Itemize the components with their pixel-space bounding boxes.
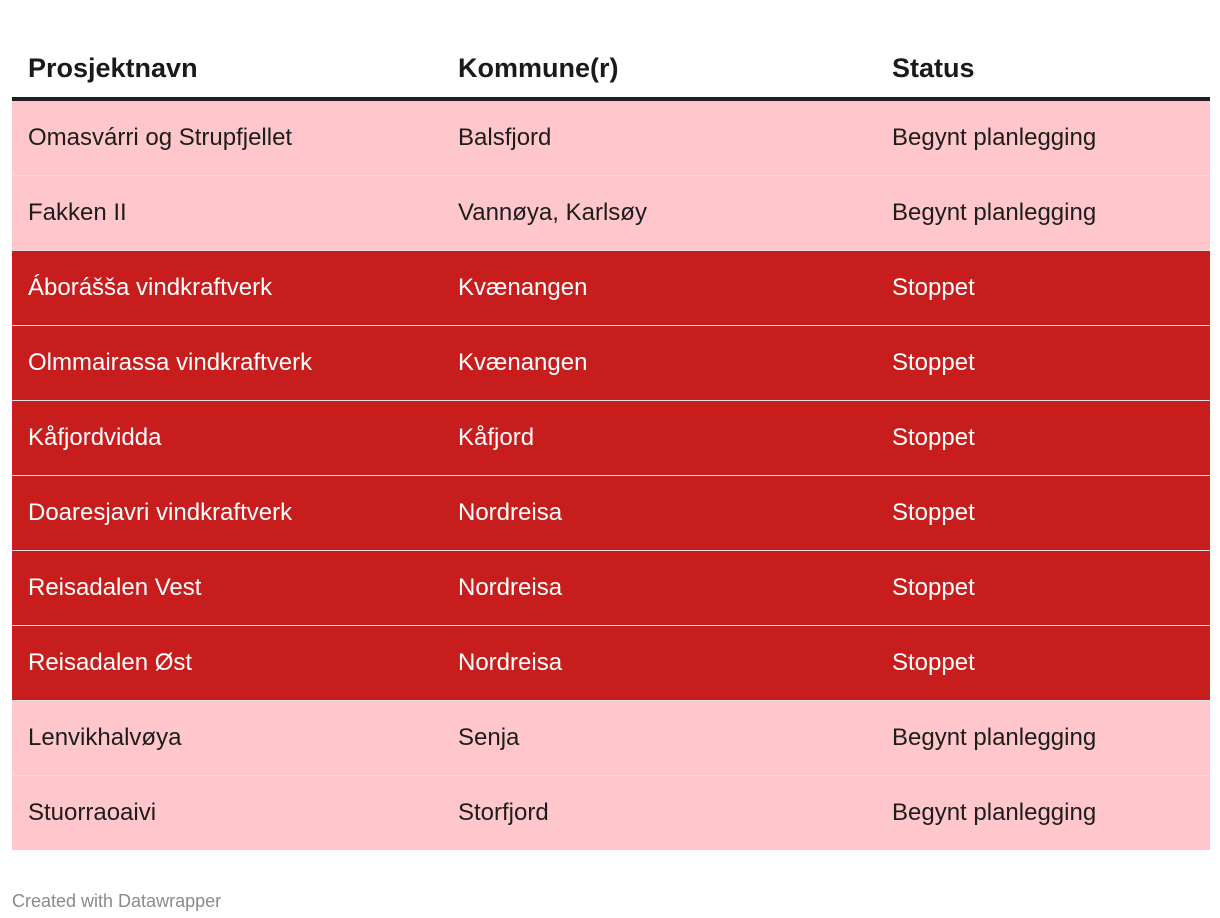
cell-status: Stoppet [876,475,1210,551]
column-header-prosjektnavn: Prosjektnavn [12,40,442,101]
cell-status: Begynt planlegging [876,175,1210,251]
table-row: Omasvárri og Strupfjellet Balsfjord Begynt… [12,99,1210,176]
table-row: Doaresjavri vindkraftverk Nordreisa Stoppe… [12,475,1210,551]
table-row: Reisadalen Vest Nordreisa Stoppet [12,550,1210,626]
table-row: Reisadalen Øst Nordreisa Stoppet [12,625,1210,701]
table-row: Fakken II Vannøya, Karlsøy Begynt planlegg… [12,175,1210,251]
cell-status: Stoppet [876,250,1210,326]
table-row: Olmmairassa vindkraftverk Kvænangen Stoppe… [12,325,1210,401]
cell-kommune: Nordreisa [442,475,876,551]
cell-status: Begynt planlegging [892,124,1097,151]
cell-prosjektnavn: Reisadalen Øst [12,625,442,701]
cell-prosjektnavn: Olmmairassa vindkraftverk [12,325,442,401]
cell-prosjektnavn: Kåfjordvidda [12,400,442,476]
attribution-link[interactable]: Created with Datawrapper [12,891,222,911]
header-row: Prosjektnavn Kommune(r) Status [12,40,1210,101]
projects-table: Prosjektnavn Kommune(r) Status Omasvárri… [12,40,1210,850]
column-header-kommune: Kommune(r) [442,40,876,101]
cell-prosjektnavn: Áborášša vindkraftverk [12,250,442,326]
cell-status: Stoppet [876,325,1210,401]
cell-status: Stoppet [876,550,1210,626]
table-row: Lenvikhalvøya Senja Begynt planlegging [12,700,1210,776]
table-row: Áborášša vindkraftverk Kvænangen Stoppet [12,250,1210,326]
cell-kommune: Nordreisa [442,550,876,626]
cell-kommune: Kvænangen [442,325,876,401]
cell-prosjektnavn: Fakken II [12,175,442,251]
table-row: Kåfjordvidda Kåfjord Stoppet [12,400,1210,476]
cell-prosjektnavn: Stuorraoaivi [12,775,442,850]
cell-kommune: Storfjord [442,775,876,850]
cell-status: Begynt planlegging [876,700,1210,776]
cell-status: Stoppet [876,625,1210,701]
cell-kommune: Kvænangen [442,250,876,326]
table-row: Stuorraoaivi Storfjord Begynt planlegging [12,775,1210,850]
table-body: Omasvárri og Strupfjellet Balsfjord Begynt… [12,99,1210,850]
cell-kommune: Balsfjord [458,124,552,151]
cell-prosjektnavn: Reisadalen Vest [12,550,442,626]
cell-kommune: Kåfjord [442,400,876,476]
cell-prosjektnavn: Omasvárri og Strupfjellet [28,124,293,151]
cell-prosjektnavn: Doaresjavri vindkraftverk [12,475,442,551]
cell-prosjektnavn: Lenvikhalvøya [12,700,442,776]
attribution-footer: Created with Datawrapper [12,891,1210,912]
cell-kommune: Nordreisa [442,625,876,701]
cell-status: Stoppet [876,400,1210,476]
table-header: Prosjektnavn Kommune(r) Status [12,40,1210,101]
cell-kommune: Vannøya, Karlsøy [442,175,876,251]
cell-kommune: Senja [442,700,876,776]
column-header-status: Status [876,40,1210,101]
cell-status: Begynt planlegging [876,775,1210,850]
